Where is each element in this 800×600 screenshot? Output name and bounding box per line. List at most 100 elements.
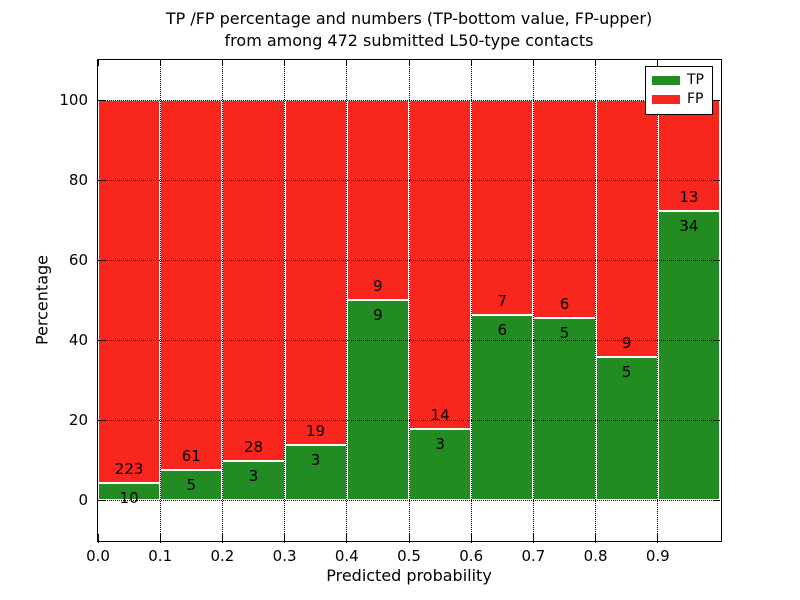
bar-value-label-fp: 19 bbox=[306, 422, 326, 441]
x-gridline bbox=[221, 60, 223, 540]
chart-title-line1: TP /FP percentage and numbers (TP-bottom… bbox=[165, 9, 653, 28]
x-tick-bottom bbox=[346, 534, 348, 543]
bar-value-label-fp: 28 bbox=[243, 438, 264, 457]
x-gridline bbox=[532, 60, 534, 540]
y-gridline bbox=[98, 499, 720, 501]
y-tick-right bbox=[713, 419, 720, 421]
bar-value-label-tp: 34 bbox=[679, 216, 699, 235]
x-tick-label: 0.4 bbox=[334, 547, 359, 565]
legend-label-fp: FP bbox=[687, 91, 704, 107]
y-tick-label: 20 bbox=[68, 411, 88, 429]
tp-color-swatch bbox=[652, 76, 680, 85]
fp-color-swatch bbox=[652, 95, 680, 104]
bar-value-label-tp: 10 bbox=[119, 488, 139, 507]
bar-segment-fp bbox=[98, 100, 161, 483]
x-tick-top bbox=[221, 60, 223, 66]
y-tick-label: 0 bbox=[78, 491, 88, 509]
x-tick-top bbox=[97, 60, 99, 66]
y-tick-right bbox=[713, 259, 720, 261]
x-gridline bbox=[657, 60, 659, 540]
y-gridline bbox=[98, 99, 720, 101]
bar-value-label-fp: 61 bbox=[181, 446, 201, 465]
x-tick-label: 0.7 bbox=[521, 547, 546, 565]
bar-segment-fp bbox=[595, 100, 658, 358]
bar-segment-fp bbox=[222, 100, 285, 462]
bar-segment-fp bbox=[657, 100, 720, 211]
bar-segment-fp bbox=[160, 100, 223, 470]
x-tick-label: 0.9 bbox=[645, 547, 670, 565]
bar-value-label-fp: 9 bbox=[373, 277, 383, 295]
x-gridline bbox=[346, 60, 348, 540]
x-tick-bottom bbox=[284, 534, 286, 543]
legend: TP FP bbox=[645, 66, 713, 115]
x-tick-label: 0.8 bbox=[583, 547, 608, 565]
x-tick-top bbox=[657, 60, 659, 66]
x-tick-bottom bbox=[532, 534, 534, 543]
x-tick-label: 0.6 bbox=[459, 547, 484, 565]
y-tick-left bbox=[98, 339, 105, 341]
x-tick-label: 0.5 bbox=[397, 547, 421, 565]
y-gridline bbox=[98, 259, 720, 261]
bar-value-label-tp: 5 bbox=[559, 324, 570, 343]
legend-item-tp: TP bbox=[652, 71, 706, 90]
bar-value-label-tp: 5 bbox=[621, 363, 632, 382]
y-tick-left bbox=[98, 99, 105, 101]
y-tick-right bbox=[713, 179, 720, 181]
bar-segment-fp bbox=[284, 100, 347, 446]
x-tick-bottom bbox=[97, 534, 99, 543]
x-tick-top bbox=[470, 60, 472, 66]
bar-segment-tp bbox=[346, 300, 409, 500]
y-tick-label: 100 bbox=[59, 91, 88, 109]
y-tick-label: 40 bbox=[68, 331, 88, 349]
bar-segment-tp bbox=[471, 315, 534, 500]
bar-segment-tp bbox=[533, 318, 596, 500]
bar-value-label-fp: 7 bbox=[497, 292, 508, 311]
bar-value-label-tp: 5 bbox=[186, 475, 197, 494]
x-tick-label: 0.1 bbox=[148, 547, 173, 565]
bar-segment-fp bbox=[346, 100, 409, 300]
x-gridline bbox=[159, 60, 161, 540]
bar-segment-tp bbox=[409, 429, 472, 500]
x-axis-label: Predicted probability bbox=[326, 566, 492, 585]
chart-title: TP /FP percentage and numbers (TP-bottom… bbox=[98, 8, 720, 52]
x-tick-top bbox=[284, 60, 286, 66]
legend-item-fp: FP bbox=[652, 90, 706, 109]
bar-value-label-tp: 3 bbox=[310, 451, 321, 470]
y-tick-left bbox=[98, 179, 105, 181]
bar-value-label-tp: 3 bbox=[248, 467, 259, 486]
x-gridline bbox=[470, 60, 472, 540]
bar-value-label-fp: 13 bbox=[679, 187, 699, 206]
x-tick-bottom bbox=[470, 534, 472, 543]
bar-value-label-tp: 3 bbox=[435, 435, 445, 454]
y-tick-left bbox=[98, 419, 105, 421]
x-gridline bbox=[595, 60, 597, 540]
y-tick-left bbox=[98, 499, 105, 501]
y-tick-label: 80 bbox=[68, 171, 88, 189]
x-tick-label: 0.2 bbox=[210, 547, 235, 565]
y-gridline bbox=[98, 179, 720, 181]
x-tick-bottom bbox=[408, 534, 410, 543]
y-tick-left bbox=[98, 259, 105, 261]
bar-segment-tp bbox=[222, 461, 285, 500]
bar-value-label-tp: 9 bbox=[373, 306, 383, 324]
bar-segment-fp bbox=[471, 100, 534, 316]
legend-label-tp: TP bbox=[687, 72, 704, 88]
bar-value-label-fp: 223 bbox=[114, 459, 144, 478]
x-tick-top bbox=[408, 60, 410, 66]
x-tick-bottom bbox=[221, 534, 223, 543]
chart-title-line2: from among 472 submitted L50-type contac… bbox=[224, 31, 594, 50]
bar-value-label-fp: 9 bbox=[621, 334, 632, 353]
bar-segment-tp bbox=[160, 469, 223, 500]
bar-segment-tp bbox=[98, 482, 161, 500]
x-gridline bbox=[284, 60, 286, 540]
x-tick-bottom bbox=[159, 534, 161, 543]
x-tick-bottom bbox=[595, 534, 597, 543]
x-tick-top bbox=[159, 60, 161, 66]
x-tick-top bbox=[532, 60, 534, 66]
bar-segment-tp bbox=[657, 210, 720, 500]
bar-segment-fp bbox=[409, 100, 472, 430]
y-gridline bbox=[98, 419, 720, 421]
bar-value-label-fp: 6 bbox=[559, 295, 570, 314]
x-tick-top bbox=[595, 60, 597, 66]
